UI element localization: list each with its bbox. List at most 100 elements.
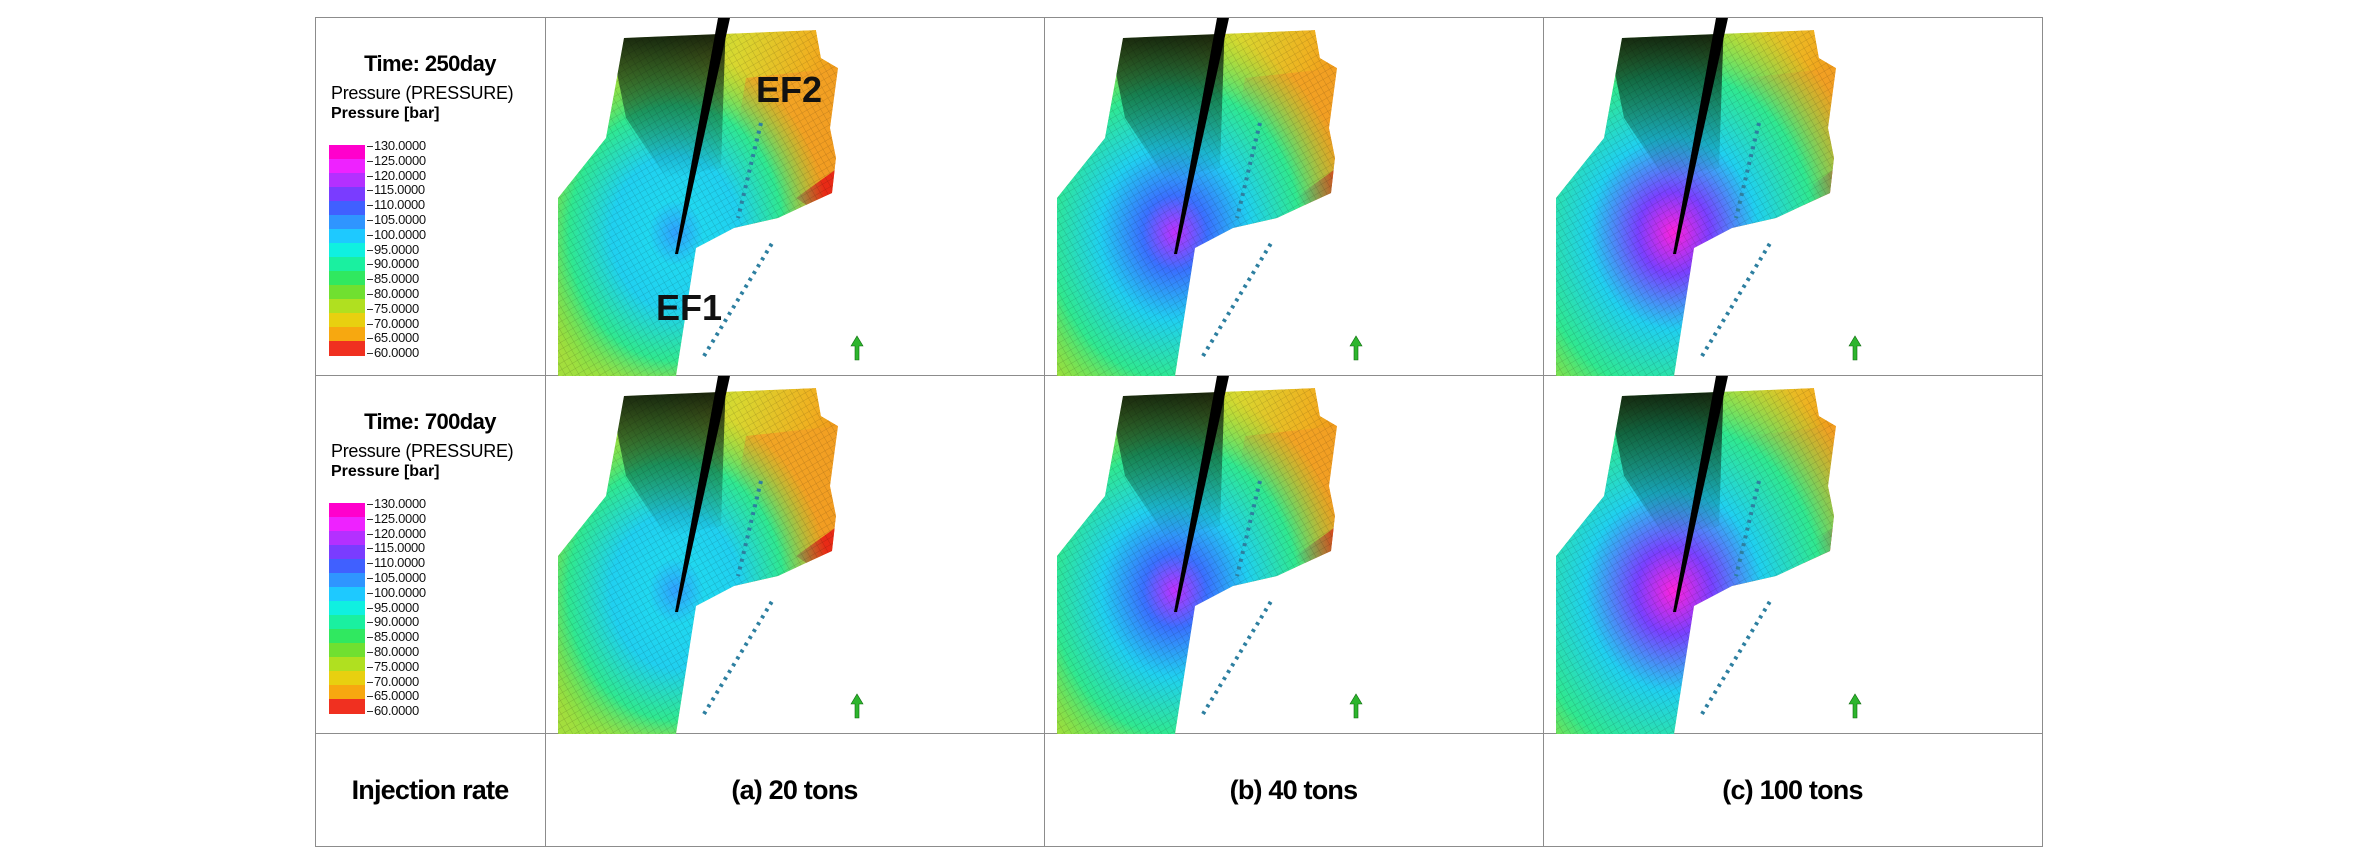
- grid-line-right: [2042, 17, 2043, 847]
- north-arrow-icon: [850, 693, 864, 719]
- fault-ef2: [736, 122, 763, 219]
- legend-ticks: 130.0000 125.0000 120.0000 115.0000 110.0000…: [367, 139, 507, 361]
- pressure-map-svg: [1556, 18, 1862, 376]
- legend-variable: Pressure (PRESSURE): [331, 441, 514, 461]
- fault-ef1: [1201, 596, 1275, 716]
- pressure-map-700day-100tons: [1544, 376, 2042, 734]
- grid-line-left: [315, 17, 316, 847]
- legend-tick-label: 100.0000: [367, 228, 426, 241]
- injection-rate-header: Injection rate: [351, 775, 510, 805]
- legend-color-segment: [329, 671, 365, 686]
- legend-color-segment: [329, 642, 365, 658]
- legend-tick-label: 90.0000: [367, 615, 419, 628]
- legend-color-segment: [329, 531, 365, 546]
- legend-tick-label: 105.0000: [367, 571, 426, 584]
- legend-tick-label: 95.0000: [367, 601, 419, 614]
- grid-line-row1: [315, 375, 2043, 376]
- pressure-map-svg: [1057, 376, 1363, 734]
- legend-color-segment: [329, 229, 365, 244]
- legend-color-segment: [329, 341, 365, 356]
- grid-line-col2: [1044, 17, 1045, 847]
- injection-well: [675, 18, 730, 254]
- grid-line-row2: [315, 733, 2043, 734]
- legend-unit: Pressure [bar]: [331, 463, 440, 480]
- legend-color-segment: [329, 545, 365, 560]
- legend-tick-label: 85.0000: [367, 630, 419, 643]
- legend-color-segment: [329, 327, 365, 342]
- legend-tick-label: 70.0000: [367, 675, 419, 688]
- north-arrow-icon: [850, 335, 864, 361]
- legend-tick-label: 125.0000: [367, 154, 426, 167]
- injection-well: [1673, 18, 1728, 254]
- legend-color-segment: [329, 699, 365, 714]
- north-arrow-icon: [1349, 335, 1363, 361]
- legend-tick-label: 115.0000: [367, 183, 425, 196]
- legend-tick-label: 125.0000: [367, 512, 426, 525]
- legend-color-segment: [329, 145, 365, 160]
- legend-700day: Time: 700day Pressure (PRESSURE) Pressur…: [315, 375, 545, 733]
- legend-colorbar: [329, 503, 365, 714]
- label-ef1: EF1: [656, 287, 722, 328]
- legend-ticks: 130.0000 125.0000 120.0000 115.0000 110.0000…: [367, 497, 507, 719]
- label-ef2: EF2: [756, 69, 822, 110]
- grid-line-col3: [1543, 17, 1544, 847]
- legend-tick-label: 130.0000: [367, 497, 426, 510]
- fault-ef1: [1201, 238, 1275, 358]
- injection-well: [1174, 376, 1229, 612]
- fault-ef1: [1700, 238, 1774, 358]
- legend-color-segment: [329, 629, 365, 644]
- north-arrow-icon: [1349, 693, 1363, 719]
- injection-well: [675, 376, 730, 612]
- results-grid: Time: 250day Pressure (PRESSURE) Pressur…: [315, 17, 2043, 847]
- legend-color-segment: [329, 657, 365, 672]
- pressure-map-700day-20tons: [546, 376, 1044, 734]
- injection-well: [1174, 18, 1229, 254]
- legend-tick-label: 70.0000: [367, 317, 419, 330]
- pressure-map-250day-100tons: [1544, 18, 2042, 376]
- fault-ef2: [1235, 480, 1262, 577]
- legend-tick-label: 90.0000: [367, 257, 419, 270]
- legend-tick-label: 65.0000: [367, 689, 419, 702]
- legend-color-segment: [329, 572, 365, 588]
- north-arrow-icon: [1848, 335, 1862, 361]
- legend-tick-label: 65.0000: [367, 331, 419, 344]
- legend-tick-label: 120.0000: [367, 527, 426, 540]
- legend-color-segment: [329, 503, 365, 518]
- legend-color-segment: [329, 159, 365, 174]
- legend-color-segment: [329, 284, 365, 300]
- legend-color-segment: [329, 559, 365, 574]
- legend-tick-label: 110.0000: [367, 198, 425, 211]
- legend-color-segment: [329, 214, 365, 230]
- legend-color-segment: [329, 517, 365, 532]
- injection-well: [1673, 376, 1728, 612]
- grid-line-col1: [545, 17, 546, 847]
- legend-color-segment: [329, 271, 365, 286]
- fault-ef2: [1734, 480, 1761, 577]
- fault-ef2: [1235, 122, 1262, 219]
- legend-tick-label: 105.0000: [367, 213, 426, 226]
- legend-color-segment: [329, 243, 365, 258]
- legend-color-segment: [329, 187, 365, 202]
- legend-tick-label: 100.0000: [367, 586, 426, 599]
- fault-ef2: [1734, 122, 1761, 219]
- legend-tick-label: 75.0000: [367, 660, 419, 673]
- legend-color-segment: [329, 615, 365, 630]
- legend-color-segment: [329, 587, 365, 602]
- legend-colorbar: [329, 145, 365, 356]
- legend-tick-label: 80.0000: [367, 287, 419, 300]
- legend-tick-label: 120.0000: [367, 169, 426, 182]
- legend-color-segment: [329, 299, 365, 314]
- legend-tick-label: 75.0000: [367, 302, 419, 315]
- pressure-map-250day-40tons: [1045, 18, 1543, 376]
- legend-time: Time: 700day: [364, 409, 496, 434]
- legend-color-segment: [329, 685, 365, 700]
- pressure-map-700day-40tons: [1045, 376, 1543, 734]
- legend-color-segment: [329, 601, 365, 616]
- north-arrow-icon: [1848, 693, 1862, 719]
- column-label-40tons: (b) 40 tons: [1229, 775, 1359, 805]
- pressure-map-svg: [558, 376, 864, 734]
- legend-unit: Pressure [bar]: [331, 105, 440, 122]
- legend-time: Time: 250day: [364, 51, 496, 76]
- legend-tick-label: 85.0000: [367, 272, 419, 285]
- pressure-map-250day-20tons: EF1 EF2: [546, 18, 1044, 376]
